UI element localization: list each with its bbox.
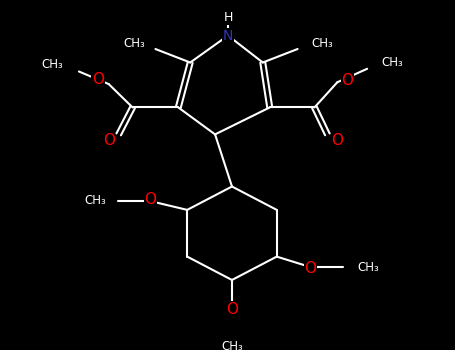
Text: CH₃: CH₃ [312, 37, 333, 50]
Text: O: O [103, 133, 115, 148]
Text: O: O [331, 133, 344, 148]
Text: CH₃: CH₃ [221, 340, 243, 350]
Text: CH₃: CH₃ [84, 194, 106, 208]
Text: N: N [223, 29, 233, 43]
Text: O: O [92, 72, 104, 87]
Text: CH₃: CH₃ [124, 37, 146, 50]
Text: CH₃: CH₃ [381, 56, 403, 69]
Text: O: O [341, 73, 353, 88]
Text: CH₃: CH₃ [357, 261, 379, 274]
Text: O: O [226, 302, 238, 317]
Text: O: O [144, 193, 157, 208]
Text: CH₃: CH₃ [41, 58, 63, 71]
Text: H: H [223, 11, 233, 24]
Text: O: O [304, 261, 317, 276]
